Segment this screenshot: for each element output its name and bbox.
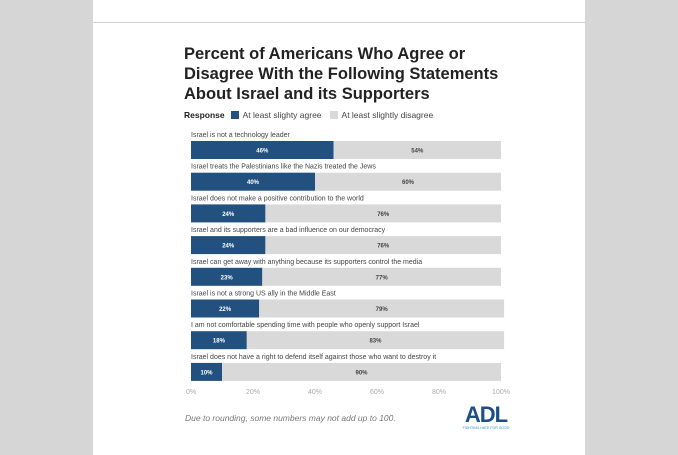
bar-agree [191,204,266,223]
bar-agree [191,299,260,318]
x-tick-label: 60% [370,389,384,396]
legend-label-agree: At least slighty agree [242,110,322,120]
bar-disagree [315,172,501,191]
x-tick-label: 20% [246,389,260,396]
category-label: Israel treats the Palestinians like the … [191,164,376,171]
data-label: 40% [247,180,260,186]
bar-disagree [265,236,501,255]
footnote: Due to rounding, some numbers may not ad… [185,413,396,423]
data-label: 24% [222,244,235,250]
chart-title: Percent of Americans Who Agree or Disagr… [184,45,499,103]
data-label: 83% [369,339,382,345]
data-label: 54% [411,149,424,155]
category-label: Israel does not have a right to defend i… [191,354,436,361]
x-tick-label: 80% [432,389,446,396]
x-tick-label: 0% [186,389,196,396]
category-label: Israel can get away with anything becaus… [191,259,422,266]
category-label: Israel is not a technology leader [191,132,291,139]
bar-agree [191,331,247,350]
data-label: 79% [376,307,389,313]
bar-disagree [222,362,501,381]
bar-disagree [262,267,501,286]
category-label: Israel does not make a positive contribu… [191,195,364,202]
category-label: Israel is not a strong US ally in the Mi… [191,291,336,298]
legend: Response At least slighty agree At least… [184,110,433,120]
bar-disagree [333,141,501,159]
bar-agree [191,172,315,191]
category-label: Israel and its supporters are a bad infl… [191,227,386,234]
category-label: I am not comfortable spending time with … [191,322,420,329]
data-label: 60% [402,180,415,186]
data-label: 76% [377,244,390,250]
data-label: 77% [376,275,389,281]
bar-disagree [265,204,501,223]
data-label: 90% [355,370,368,376]
data-label: 46% [256,149,269,155]
bar-agree [191,362,222,381]
x-tick-label: 40% [308,389,322,396]
data-label: 24% [222,212,235,218]
data-label: 10% [200,370,213,376]
bar-agree [191,267,263,286]
legend-title: Response [184,110,225,120]
adl-logo: ADL FIGHTING HATE FOR GOOD [462,402,510,431]
bar-disagree [246,331,505,350]
data-label: 18% [213,339,226,345]
bar-agree [191,236,266,255]
x-tick-label: 100% [492,389,510,396]
data-label: 23% [221,275,234,281]
data-label: 22% [219,307,232,313]
legend-label-disagree: At least slightly disagree [341,110,434,120]
divider [93,22,585,23]
legend-swatch-agree [230,111,239,119]
data-label: 76% [377,212,390,218]
bar-disagree [259,299,505,318]
legend-swatch-disagree [329,111,338,119]
bar-agree [191,141,334,159]
